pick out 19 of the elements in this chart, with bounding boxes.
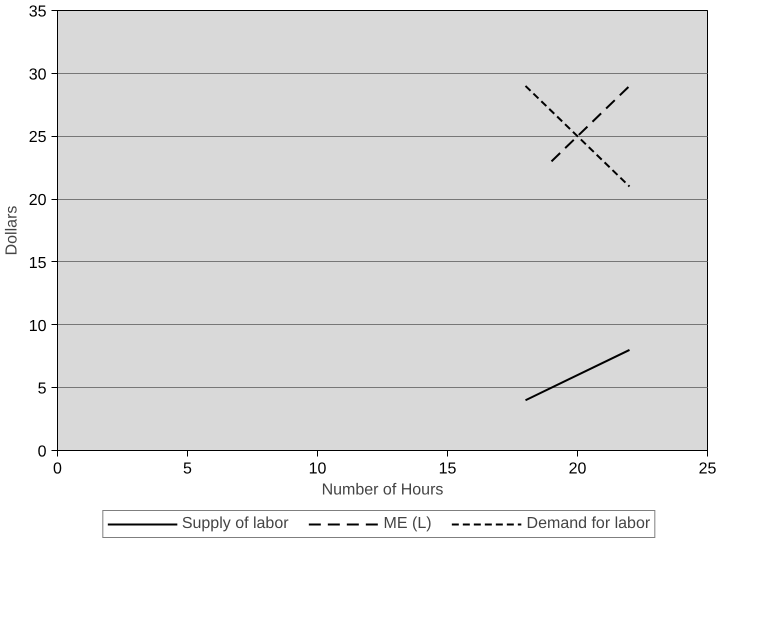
y-tick-label: 0 xyxy=(38,444,47,460)
y-tick-label: 10 xyxy=(28,318,47,335)
legend-label: Demand for labor xyxy=(526,515,650,533)
legend-label: Supply of labor xyxy=(182,515,289,533)
y-tick-label: 30 xyxy=(28,66,47,84)
legend-label: ME (L) xyxy=(384,515,432,533)
x-tick-label: 20 xyxy=(568,460,586,478)
y-tick-label: 20 xyxy=(28,192,47,210)
x-axis-title: Number of Hours xyxy=(322,482,444,498)
y-tick-label: 5 xyxy=(38,380,47,398)
y-tick-label: 25 xyxy=(28,129,47,146)
x-tick-label: 25 xyxy=(698,460,716,478)
x-tick-label: 15 xyxy=(438,460,456,478)
x-tick-label: 10 xyxy=(308,460,326,478)
y-tick-label: 15 xyxy=(28,254,47,272)
y-tick-label: 35 xyxy=(28,4,47,20)
y-axis-title: Dollars xyxy=(4,206,21,256)
x-tick-label: 0 xyxy=(53,460,62,478)
x-tick-label: 5 xyxy=(183,460,192,478)
